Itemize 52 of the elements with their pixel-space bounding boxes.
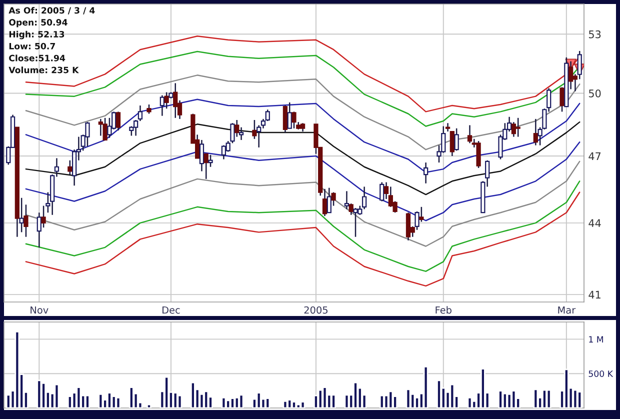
line-series bbox=[25, 180, 580, 272]
y-tick-label: 1 M bbox=[589, 336, 603, 342]
candlestick bbox=[221, 144, 226, 160]
candlestick bbox=[331, 192, 336, 206]
x-tick-label: Mar bbox=[558, 306, 576, 314]
candlestick bbox=[282, 104, 288, 134]
annotation: As Of: 2005 / 3 / 4 bbox=[8, 6, 95, 14]
annotation: Close:51.94 bbox=[9, 54, 66, 62]
annotation: High: 52.13 bbox=[9, 30, 64, 40]
candlestick bbox=[353, 207, 358, 238]
annotation: Low: 50.7 bbox=[9, 42, 55, 50]
candlestick bbox=[204, 153, 208, 180]
y-tick-label: 53 bbox=[588, 30, 601, 38]
x-tick-label: Feb bbox=[436, 306, 452, 314]
line-series bbox=[25, 160, 580, 247]
candlestick bbox=[292, 111, 296, 129]
y-tick-label: 41 bbox=[588, 290, 600, 299]
candlestick bbox=[476, 140, 481, 169]
candlestick bbox=[380, 182, 384, 202]
candlestick bbox=[511, 121, 516, 138]
candlestick bbox=[41, 205, 46, 228]
candlestick bbox=[568, 60, 574, 90]
candlestick bbox=[516, 117, 520, 138]
candlestick bbox=[419, 206, 424, 222]
x-tick-label: Dec bbox=[162, 306, 180, 314]
y-tick-label: 500 K bbox=[588, 370, 614, 377]
candlestick bbox=[68, 160, 72, 176]
candlestick bbox=[85, 121, 90, 147]
y-tick-label: 50 bbox=[588, 89, 601, 98]
candlestick bbox=[424, 162, 428, 184]
candlestick bbox=[454, 128, 459, 152]
y-tick-label: 47 bbox=[588, 152, 601, 160]
candlestick bbox=[467, 124, 472, 144]
candlestick bbox=[406, 212, 411, 241]
candlestick bbox=[234, 119, 240, 138]
candlestick bbox=[560, 86, 564, 112]
candlestick bbox=[146, 104, 152, 114]
candlestick bbox=[160, 94, 164, 116]
annotation: Open: 50.94 bbox=[9, 19, 68, 28]
x-tick-label: 2005 bbox=[304, 306, 328, 314]
candlestick bbox=[326, 187, 332, 214]
line-series bbox=[25, 192, 580, 287]
x-tick-label: Nov bbox=[30, 306, 48, 314]
y-tick-label: 44 bbox=[588, 219, 601, 227]
candlestick bbox=[116, 111, 121, 132]
candlestick bbox=[533, 118, 538, 146]
candlestick bbox=[102, 117, 108, 141]
candlestick bbox=[173, 82, 178, 119]
line-series bbox=[25, 121, 580, 196]
annotation: Volume: 235 K bbox=[8, 66, 79, 74]
candlestick bbox=[287, 102, 292, 129]
candlestick bbox=[208, 154, 213, 168]
